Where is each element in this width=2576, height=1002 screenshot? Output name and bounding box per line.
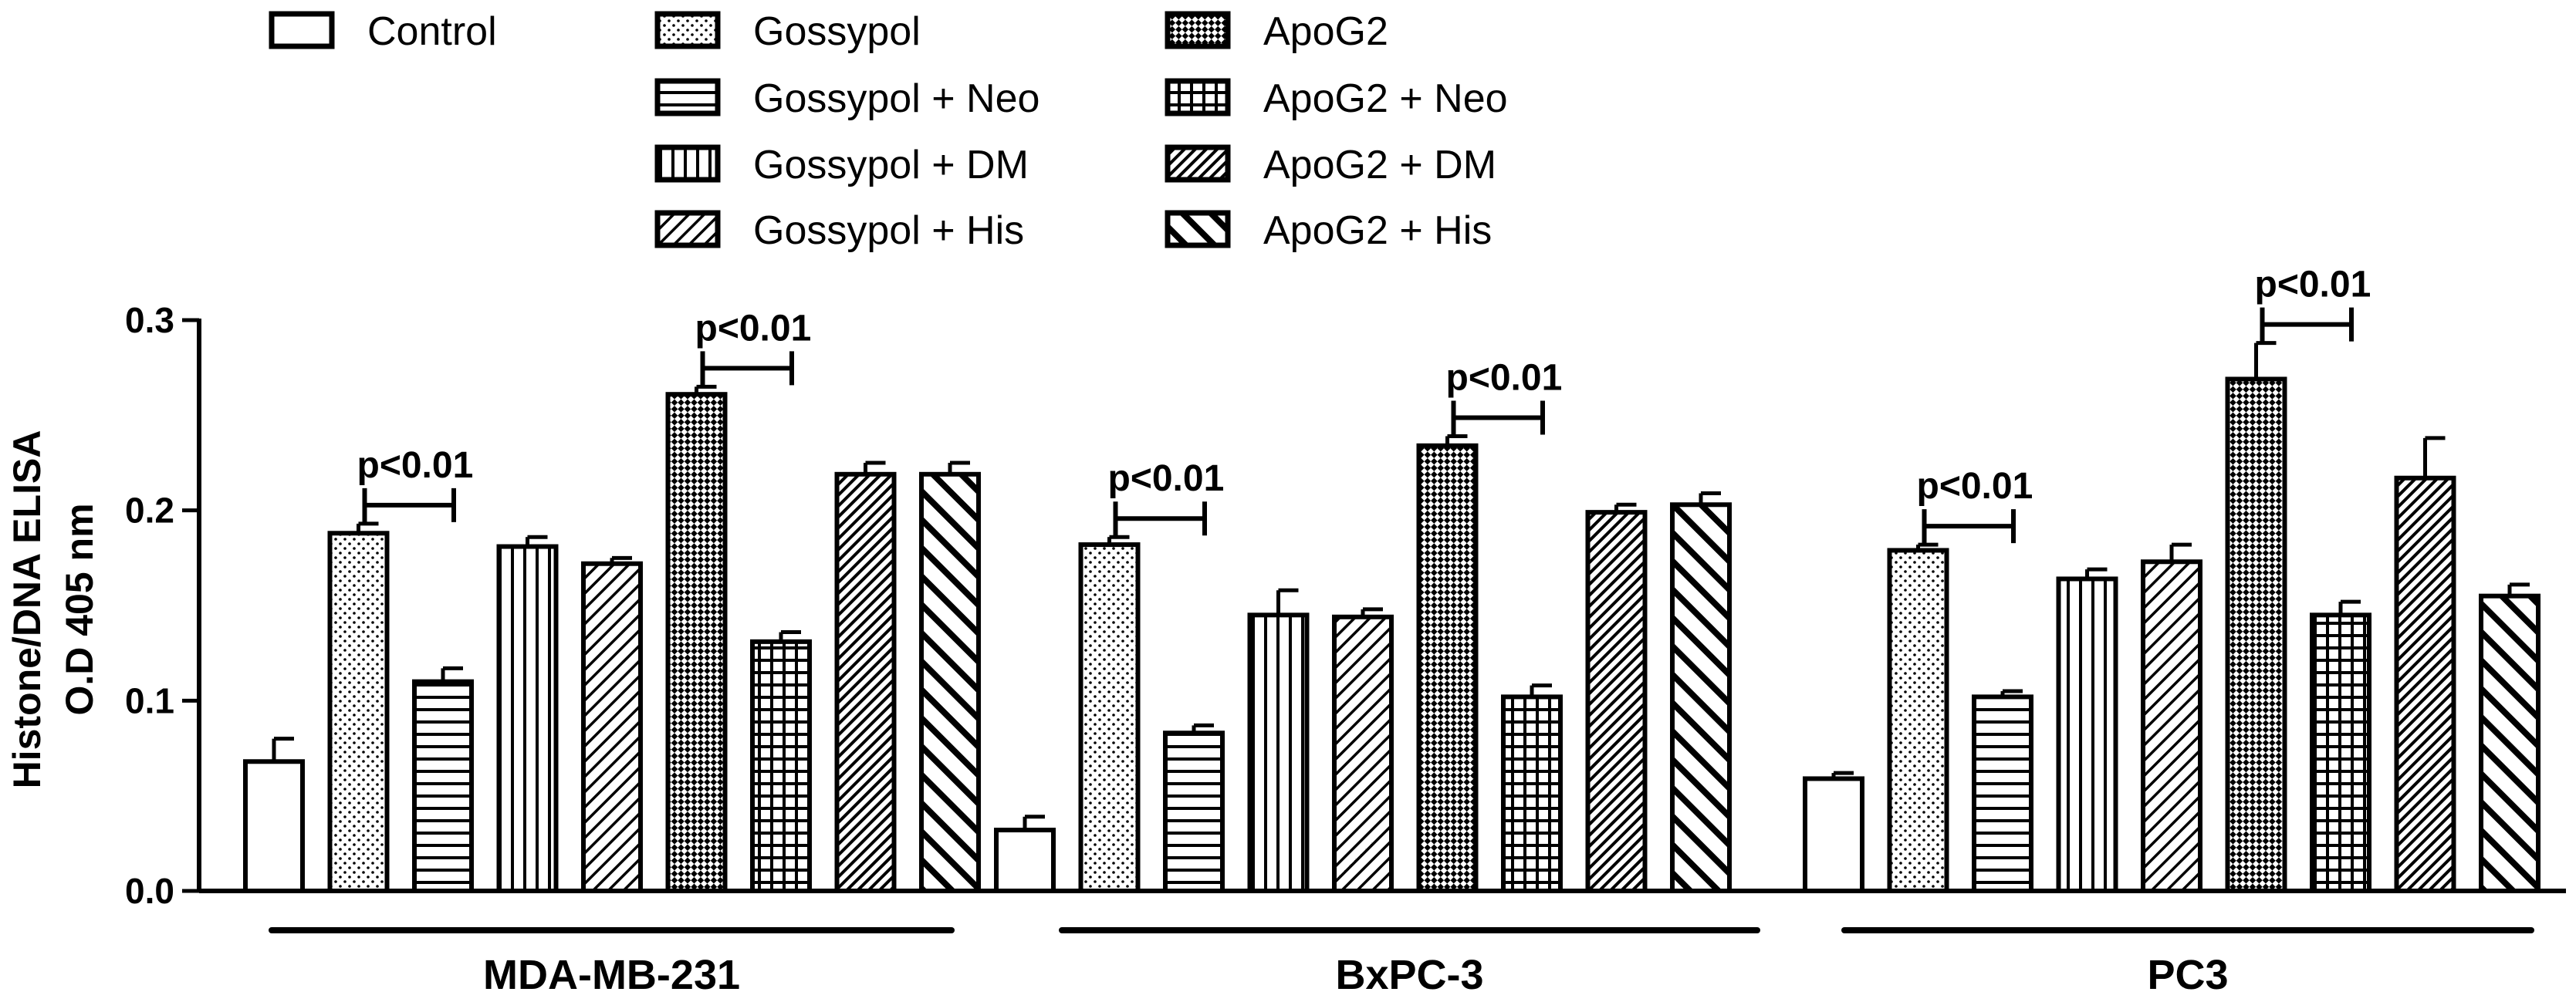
bar-bxpc-3-apog2 — [1416, 443, 1479, 893]
legend-label-apog2-his: ApoG2 + His — [1263, 208, 1492, 253]
sig-label: p<0.01 — [357, 445, 474, 486]
bar-mda-mb-231-gossypol-his — [581, 561, 643, 893]
y-tick-label: 0.3 — [125, 300, 174, 340]
group-labels: MDA-MB-231 BxPC-3 PC3 — [269, 927, 2534, 998]
legend-label-gossypol-his: Gossypol + His — [753, 208, 1024, 253]
bar-pc3-apog2-dm — [2394, 475, 2456, 893]
bar-pc3-gossypol-his — [2141, 559, 2202, 893]
bar-bxpc-3-gossypol — [1078, 542, 1141, 893]
legend-swatch-apog2-neo — [1165, 78, 1231, 116]
bars — [243, 341, 2541, 894]
sig-label: p<0.01 — [1917, 466, 2033, 507]
sig-label: p<0.01 — [1108, 458, 1225, 499]
legend-swatch-gossypol-neo — [654, 78, 721, 116]
bar-bxpc-3-apog2-dm — [1585, 510, 1648, 894]
bar-pc3-control — [1803, 776, 1864, 894]
bar-bxpc-3-gossypol-dm — [1247, 612, 1310, 893]
bar-bxpc-3-apog2-neo — [1501, 694, 1563, 894]
bar-mda-mb-231-gossypol-neo — [412, 679, 474, 894]
legend-swatch-apog2-dm — [1165, 144, 1231, 183]
bar-pc3-gossypol — [1887, 548, 1949, 893]
group-label-bxpc-3: BxPC-3 — [1335, 952, 1483, 998]
sig-label: p<0.01 — [1446, 357, 1563, 398]
bar-mda-mb-231-apog2-his — [919, 471, 981, 893]
bar-mda-mb-231-control — [243, 759, 305, 893]
legend-swatch-control — [269, 11, 335, 49]
legend-swatch-gossypol — [654, 11, 721, 49]
legend-label-gossypol-dm: Gossypol + DM — [753, 143, 1029, 187]
bar-bxpc-3-control — [994, 828, 1056, 893]
bar-pc3-apog2-neo — [2310, 612, 2371, 893]
y-tick-label: 0.1 — [125, 680, 174, 720]
bar-pc3-apog2-his — [2479, 593, 2541, 894]
legend-swatch-apog2 — [1165, 11, 1231, 49]
legend-swatch-gossypol-dm — [654, 144, 721, 183]
legend-label-gossypol: Gossypol — [753, 9, 921, 54]
sig-label: p<0.01 — [695, 308, 812, 349]
sig-label: p<0.01 — [2255, 265, 2371, 305]
bar-mda-mb-231-apog2-neo — [750, 639, 812, 893]
bar-bxpc-3-gossypol-neo — [1163, 730, 1225, 893]
y-tick-label: 0.0 — [125, 871, 174, 911]
bar-pc3-gossypol-dm — [2056, 576, 2118, 893]
bar-mda-mb-231-gossypol-dm — [496, 544, 559, 893]
legend-swatch-gossypol-his — [654, 210, 721, 248]
y-tick-label: 0.2 — [125, 491, 174, 531]
y-axis-title-line-2: O.D 405 nm — [58, 503, 101, 715]
y-axis-title-line-1: Histone/DNA ELISA — [5, 430, 49, 789]
bar-mda-mb-231-gossypol — [327, 531, 390, 893]
bar-bxpc-3-gossypol-his — [1332, 614, 1394, 893]
bar-pc3-apog2 — [2225, 376, 2287, 893]
bar-mda-mb-231-apog2-dm — [834, 471, 897, 893]
group-label-pc3: PC3 — [2147, 952, 2228, 998]
legend-label-control: Control — [367, 9, 497, 54]
bar-pc3-gossypol-neo — [1972, 694, 2033, 894]
bar-mda-mb-231-apog2 — [665, 392, 728, 893]
significance-annotations: p<0.01 p<0.01 p<0.01 p<0.01 p<0.01 p<0.01 — [357, 265, 2371, 544]
legend-label-apog2: ApoG2 — [1263, 9, 1388, 54]
legend-swatch-apog2-his — [1165, 210, 1231, 248]
legend-label-apog2-neo: ApoG2 + Neo — [1263, 76, 1508, 121]
legend-label-apog2-dm: ApoG2 + DM — [1263, 143, 1496, 187]
legend: Control Gossypol Gossypol + Neo Gossypol + … — [269, 9, 1508, 253]
bar-bxpc-3-apog2-his — [1670, 502, 1732, 893]
group-label-mda-mb-231: MDA-MB-231 — [483, 952, 740, 998]
legend-label-gossypol-neo: Gossypol + Neo — [753, 76, 1040, 121]
